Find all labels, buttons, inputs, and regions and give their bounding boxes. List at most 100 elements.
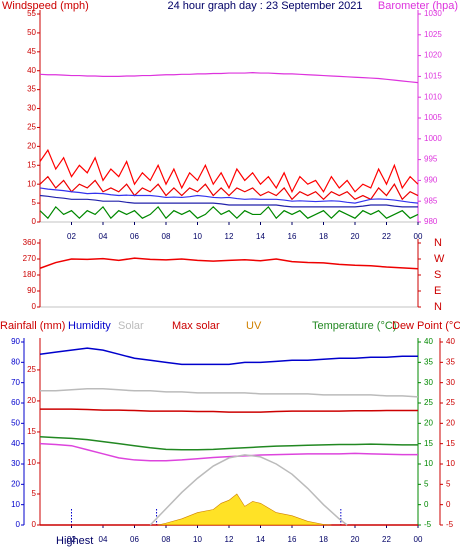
y-tick-label: 15	[446, 439, 455, 448]
x-tick-label: 10	[193, 232, 202, 241]
windspeed-label: Windspeed (mph)	[2, 0, 89, 12]
series-line	[39, 187, 419, 204]
y-tick-label: 30	[11, 459, 20, 468]
x-tick-label: 00	[414, 535, 423, 544]
x-tick-label: 18	[319, 535, 328, 544]
x-tick-label: 08	[162, 232, 171, 241]
y-tick-label: 25	[446, 398, 455, 407]
y-tick-label: 995	[424, 155, 438, 164]
y-tick-label: 5	[32, 489, 37, 498]
y-tick-label: 10	[446, 459, 455, 468]
y-tick-label: 0	[446, 500, 451, 509]
y-tick-label: 270	[23, 254, 37, 263]
y-tick-label: 20	[424, 418, 433, 427]
y-tick-label: 1005	[424, 113, 442, 122]
y-tick-label: 90	[27, 286, 36, 295]
y-tick-label: 980	[424, 217, 438, 226]
y-tick-label: W	[434, 253, 445, 265]
y-tick-label: 50	[27, 28, 36, 37]
y-tick-label: 1025	[424, 30, 442, 39]
x-tick-label: 02	[67, 232, 76, 241]
x-tick-label: 06	[130, 232, 139, 241]
series-line	[39, 72, 419, 84]
y-tick-label: S	[434, 269, 441, 281]
y-tick-label: 15	[424, 439, 433, 448]
series-line	[39, 148, 419, 194]
y-tick-label: 0	[32, 520, 37, 529]
y-tick-label: 30	[446, 378, 455, 387]
legend-entry: Solar	[118, 320, 144, 332]
legend-entry: Humidity	[68, 320, 111, 332]
y-tick-label: 360	[23, 238, 37, 247]
series-line	[39, 194, 418, 208]
legend-entry: UV	[246, 320, 262, 332]
x-tick-label: 22	[382, 232, 391, 241]
x-tick-label: 20	[351, 232, 360, 241]
x-tick-label: 04	[99, 232, 108, 241]
y-tick-label: 10	[27, 458, 36, 467]
x-tick-label: 12	[225, 535, 234, 544]
series-line	[39, 257, 419, 270]
y-tick-label: 30	[27, 104, 36, 113]
x-tick-label: 16	[288, 232, 297, 241]
y-tick-label: 90	[11, 337, 20, 346]
y-tick-label: 20	[446, 418, 455, 427]
y-tick-label: 40	[27, 66, 36, 75]
chart-title: 24 hour graph day : 23 September 2021	[167, 0, 362, 12]
y-tick-label: 35	[424, 357, 433, 366]
y-tick-label: 55	[27, 9, 36, 18]
y-tick-label: 0	[424, 500, 429, 509]
y-tick-label: 1015	[424, 72, 442, 81]
series-line	[40, 388, 419, 398]
legend-entry: Temperature (°C)	[312, 320, 396, 332]
y-tick-label: 70	[11, 378, 20, 387]
y-tick-label: 5	[32, 198, 37, 207]
y-tick-label: 25	[424, 398, 433, 407]
y-tick-label: 0	[16, 520, 21, 529]
x-tick-label: 14	[256, 535, 265, 544]
y-tick-label: 985	[424, 196, 438, 205]
y-tick-label: 10	[11, 500, 20, 509]
legend-entry: Rainfall (mm)	[0, 320, 65, 332]
y-tick-label: 1000	[424, 134, 442, 143]
x-tick-label: 20	[351, 535, 360, 544]
y-tick-label: 10	[424, 459, 433, 468]
y-tick-label: 40	[446, 337, 455, 346]
y-tick-label: N	[434, 237, 442, 249]
x-tick-label: 04	[99, 535, 108, 544]
y-tick-label: 20	[27, 141, 36, 150]
series-line	[39, 347, 418, 366]
y-tick-label: 0	[32, 217, 37, 226]
series-line	[39, 436, 418, 451]
y-tick-label: 25	[27, 365, 36, 374]
x-tick-label: 00	[414, 232, 423, 241]
y-tick-label: 1030	[424, 9, 442, 18]
barometer-label: Barometer (hpa)	[378, 0, 458, 12]
y-tick-label: 15	[27, 160, 36, 169]
legend-entry: Dew Point (°C)	[392, 320, 460, 332]
uv-area	[158, 493, 332, 526]
y-tick-label: 5	[446, 479, 451, 488]
y-tick-label: 35	[27, 85, 36, 94]
y-tick-label: 20	[11, 479, 20, 488]
y-tick-label: -5	[446, 520, 454, 529]
series-line	[149, 454, 348, 526]
y-tick-label: 50	[11, 418, 20, 427]
y-tick-label: 180	[23, 270, 37, 279]
x-tick-label: 18	[319, 232, 328, 241]
y-tick-label: 15	[27, 427, 36, 436]
x-tick-label: 14	[256, 232, 265, 241]
series-line	[39, 442, 418, 462]
y-tick-label: 1010	[424, 92, 442, 101]
y-tick-label: 35	[446, 357, 455, 366]
y-tick-label: N	[434, 301, 442, 313]
y-tick-label: 40	[11, 439, 20, 448]
series-line	[39, 205, 419, 220]
y-tick-label: 5	[424, 479, 429, 488]
y-tick-label: 1020	[424, 51, 442, 60]
y-tick-label: 10	[27, 179, 36, 188]
y-tick-label: 25	[27, 123, 36, 132]
y-tick-label: 60	[11, 398, 20, 407]
legend-entry: Max solar	[172, 320, 220, 332]
